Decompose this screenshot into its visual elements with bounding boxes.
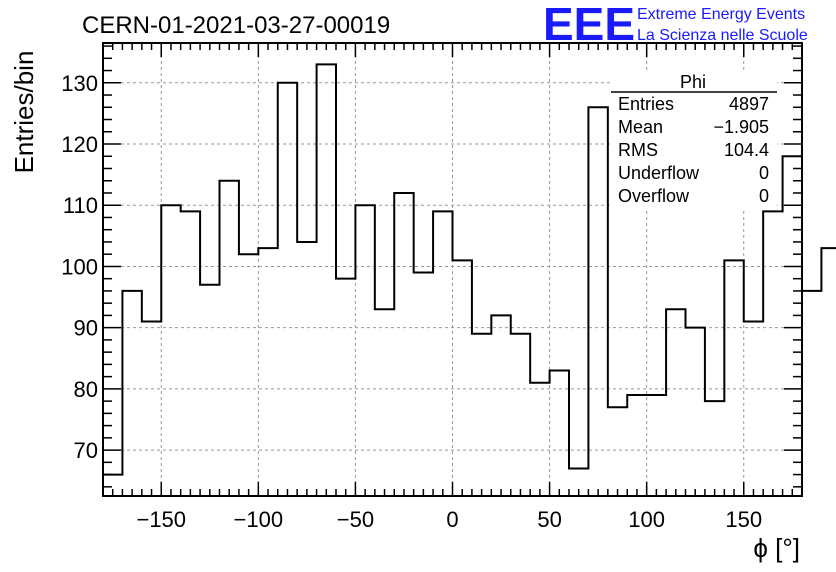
stats-value: 0 xyxy=(759,186,769,206)
stats-label: Entries xyxy=(618,94,674,114)
y-tick-label: 130 xyxy=(61,71,98,96)
x-tick-label: −50 xyxy=(337,507,374,532)
stats-value: −1.905 xyxy=(713,117,769,137)
stats-box-background xyxy=(611,70,777,210)
stats-value: 4897 xyxy=(729,94,769,114)
x-tick-label: 100 xyxy=(628,507,665,532)
x-axis-title: ϕ [°] xyxy=(753,533,800,563)
x-tick-labels: −150 −100 −50 0 50 100 150 xyxy=(136,507,762,532)
y-tick-label: 110 xyxy=(63,193,98,218)
stats-value: 0 xyxy=(759,163,769,183)
y-tick-labels: 70 80 90 100 110 120 130 xyxy=(61,71,98,463)
stats-value: 104.4 xyxy=(724,140,769,160)
logo-line-1: Extreme Energy Events xyxy=(637,6,805,23)
histogram-line xyxy=(102,63,836,496)
stats-label: RMS xyxy=(618,140,658,160)
logo-line-2: La Scienza nelle Scuole xyxy=(637,27,808,44)
y-axis-title: Entries/bin xyxy=(9,51,39,174)
y-tick-label: 90 xyxy=(74,316,98,341)
stats-title: Phi xyxy=(680,72,706,92)
y-tick-label: 70 xyxy=(74,438,98,463)
eee-logo: EEE xyxy=(543,0,635,50)
y-tick-label: 120 xyxy=(61,132,98,157)
stats-label: Underflow xyxy=(618,163,700,183)
x-tick-label: 150 xyxy=(725,507,762,532)
x-tick-label: 50 xyxy=(537,507,561,532)
y-tick-label: 100 xyxy=(61,254,98,279)
stats-box: Phi Entries 4897 Mean −1.905 RMS 104.4 Underfl… xyxy=(611,70,777,210)
y-tick-label: 80 xyxy=(74,377,98,402)
stats-label: Overflow xyxy=(618,186,690,206)
x-tick-label: −150 xyxy=(136,507,186,532)
stats-label: Mean xyxy=(618,117,663,137)
x-tick-label: 0 xyxy=(446,507,458,532)
plot-frame xyxy=(102,42,803,497)
stats-rows: Entries 4897 Mean −1.905 RMS 104.4 Underflow 0 O… xyxy=(618,94,769,206)
axis-ticks xyxy=(103,43,802,496)
chart-title: CERN-01-2021-03-27-00019 xyxy=(82,12,390,39)
x-tick-label: −100 xyxy=(234,507,284,532)
